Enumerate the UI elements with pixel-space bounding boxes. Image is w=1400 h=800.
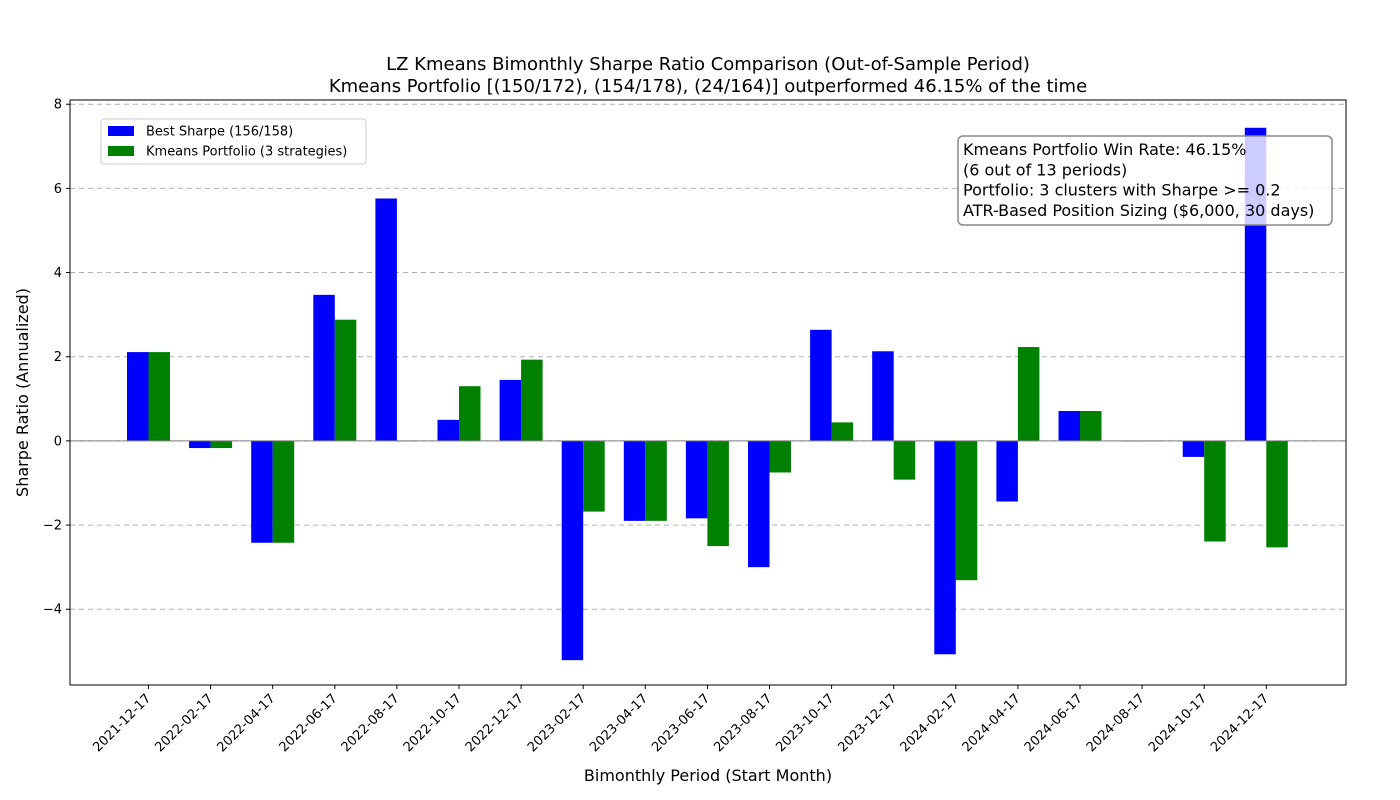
x-tick-label: 2024-04-17 [960,691,1024,755]
bar-kmeans-portfolio [148,352,170,441]
legend-label-best-sharpe: Best Sharpe (156/158) [146,125,293,140]
bar-kmeans-portfolio [1204,440,1226,542]
x-tick-label: 2022-08-17 [339,691,403,755]
bar-kmeans-portfolio [1266,440,1288,548]
plot-frame [69,99,1347,686]
bar-kmeans-portfolio [769,440,791,473]
bar-best-sharpe [499,379,522,441]
y-tick-label: 8 [54,98,62,113]
y-tick-label: −4 [43,603,62,618]
x-tick-label: 2024-08-17 [1084,691,1148,755]
x-axis-label: Bimonthly Period (Start Month) [584,766,832,785]
info-line-win-rate: Kmeans Portfolio Win Rate: 46.15% [963,140,1247,159]
x-tick-label: 2022-12-17 [463,691,527,755]
bars-layer [127,127,1288,661]
x-tick-label: 2023-12-17 [835,691,899,755]
bar-best-sharpe [189,440,211,449]
bar-best-sharpe [561,440,584,661]
legend-swatch-kmeans-portfolio [108,146,134,156]
bar-best-sharpe [934,440,956,655]
x-tick-label: 2023-08-17 [711,691,775,755]
bar-kmeans-portfolio [831,422,854,441]
x-tick-label: 2021-12-17 [90,691,154,755]
x-tick-label: 2022-04-17 [214,691,278,755]
bar-kmeans-portfolio [645,440,667,521]
info-line-clusters: Portfolio: 3 clusters with Sharpe >= 0.2 [963,181,1281,200]
x-tick-label: 2024-12-17 [1208,691,1272,755]
axes-layer [69,99,1347,686]
bar-best-sharpe [1182,440,1205,457]
x-tick-label: 2022-10-17 [401,691,465,755]
x-tick-label: 2023-02-17 [525,691,589,755]
x-tick-label: 2022-02-17 [152,691,216,755]
bar-kmeans-portfolio [521,359,543,441]
y-tick-label: 2 [54,350,62,365]
chart-title: LZ Kmeans Bimonthly Sharpe Ratio Compari… [386,54,1030,75]
bar-best-sharpe [748,440,770,568]
x-tick-label: 2024-06-17 [1022,691,1086,755]
x-tick-label: 2023-06-17 [649,691,713,755]
legend-swatch-best-sharpe [108,126,134,136]
x-tick-label: 2022-06-17 [277,691,341,755]
legend: Best Sharpe (156/158) Kmeans Portfolio (… [100,118,367,165]
y-tick-label: 4 [54,266,62,281]
bar-best-sharpe [313,294,335,441]
x-tick-label: 2024-02-17 [898,691,962,755]
bar-best-sharpe [685,440,708,519]
bar-best-sharpe [1058,411,1080,441]
bar-best-sharpe [375,198,397,441]
info-line-periods: (6 out of 13 periods) [963,160,1127,179]
bar-kmeans-portfolio [707,440,729,547]
bar-kmeans-portfolio [210,440,233,449]
bar-kmeans-portfolio [1080,411,1102,441]
legend-box [100,118,367,165]
info-line-position-sizing: ATR-Based Position Sizing ($6,000, 30 da… [963,201,1314,220]
bar-kmeans-portfolio [893,440,916,480]
bar-kmeans-portfolio [583,440,605,512]
y-tick-label: 6 [54,182,62,197]
bar-kmeans-portfolio [334,319,357,441]
legend-label-kmeans-portfolio: Kmeans Portfolio (3 strategies) [146,145,347,160]
y-tick-label: 0 [54,434,62,449]
bar-best-sharpe [810,329,832,441]
bar-best-sharpe [127,352,149,441]
bar-kmeans-portfolio [459,386,481,441]
info-box-frame [957,135,1333,226]
bar-best-sharpe [872,351,894,441]
x-tick-label: 2024-10-17 [1146,691,1210,755]
bar-kmeans-portfolio [272,440,295,543]
info-box: Kmeans Portfolio Win Rate: 46.15% (6 out… [957,135,1333,226]
bar-best-sharpe [437,419,459,441]
bar-kmeans-portfolio [955,440,978,581]
y-axis-label: Sharpe Ratio (Annualized) [13,288,32,497]
bar-kmeans-portfolio [1017,347,1040,441]
y-tick-label: −2 [43,519,62,534]
bar-best-sharpe [251,440,273,543]
chart-subtitle: Kmeans Portfolio [(150/172), (154/178), … [329,76,1087,97]
x-tick-label: 2023-10-17 [773,691,837,755]
bar-best-sharpe [623,440,646,521]
x-tick-label: 2023-04-17 [587,691,651,755]
bar-best-sharpe [996,440,1018,502]
